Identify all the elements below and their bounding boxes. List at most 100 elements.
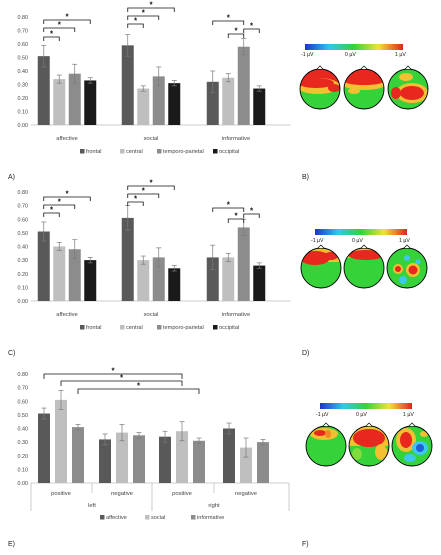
group-label-e: right	[208, 503, 220, 509]
y-tick-label-c: 0.70	[18, 204, 29, 210]
bar-e	[38, 413, 50, 483]
bar-e	[72, 427, 84, 483]
significance-star-e: *	[111, 367, 115, 376]
panel-label-e: E)	[8, 541, 15, 548]
significance-bracket-e	[43, 373, 183, 379]
bar-a	[53, 79, 66, 125]
category-label-e: positive	[172, 491, 192, 497]
bar-a	[37, 56, 50, 125]
bar-c	[237, 227, 250, 301]
significance-star-a: *	[50, 30, 54, 39]
scalp-map-d-1	[300, 244, 342, 289]
significance-star-c: *	[50, 206, 54, 215]
significance-bracket-e	[60, 380, 183, 386]
legend-label-a: occipital	[219, 149, 239, 155]
colorbar-f-max: 1 µV	[403, 412, 414, 418]
y-tick-label-e: 0.40	[18, 427, 29, 433]
topomap-panel-f: -1 µV 0 µV 1 µV	[305, 403, 433, 467]
legend-swatch-a	[213, 149, 218, 154]
bar-e	[133, 435, 145, 483]
legend-swatch-c	[157, 325, 162, 330]
chart-a: 0.00 0.10 0.20 0.30 0.40 0.50 0.60 0.70 0.80 affe…	[18, 1, 291, 155]
colorbar-b-mid: 0 µV	[345, 52, 356, 58]
significance-star-c: *	[142, 187, 146, 196]
y-tick-label-a: 0.10	[18, 110, 29, 116]
significance-star-e: *	[137, 382, 141, 391]
scalp-map-b-1	[299, 65, 341, 110]
legend-swatch-e	[100, 515, 105, 520]
significance-star-c: *	[149, 179, 153, 188]
panel-label-d: D)	[302, 350, 309, 357]
y-tick-label-c: 0.40	[18, 245, 29, 251]
y-tick-label-a: 0.50	[18, 56, 29, 62]
colorbar-d	[315, 229, 407, 235]
significance-bracket-e	[77, 388, 200, 394]
bar-e	[159, 436, 171, 483]
y-tick-label-a: 0.30	[18, 83, 29, 89]
significance-star-c: *	[234, 212, 238, 221]
bar-a	[237, 46, 250, 126]
significance-bracket-c	[212, 207, 245, 212]
significance-bracket-c	[127, 193, 160, 198]
scalp-map-b-3	[387, 65, 429, 110]
bar-c	[84, 260, 97, 301]
bar-c	[68, 249, 81, 301]
y-tick-label-c: 0.20	[18, 272, 29, 278]
significance-bracket-c	[43, 212, 60, 217]
bar-c	[253, 265, 266, 301]
bar-c	[53, 246, 66, 301]
significance-star-c: *	[250, 207, 254, 216]
significance-bracket-a	[243, 28, 260, 33]
panel-label-a: A)	[8, 174, 15, 181]
significance-bracket-a	[43, 36, 60, 41]
bar-e	[55, 399, 67, 483]
category-label-c: social	[144, 312, 159, 318]
significance-bracket-c	[227, 218, 245, 223]
significance-star-e: *	[120, 374, 124, 383]
significance-star-a: *	[227, 14, 231, 23]
bar-c	[222, 257, 235, 301]
legend-label-c: occipital	[219, 325, 239, 331]
category-label-a: social	[144, 136, 159, 142]
y-tick-label-e: 0.50	[18, 413, 29, 419]
y-tick-label-e: 0.10	[18, 467, 29, 473]
y-tick-label-c: 0.30	[18, 258, 29, 264]
bar-a	[121, 45, 134, 125]
panel-label-b: B)	[302, 174, 309, 181]
y-tick-label-c: 0.80	[18, 190, 29, 196]
y-tick-label-a: 0.40	[18, 69, 29, 75]
bar-e	[240, 447, 252, 483]
topomap-panel-d: -1 µV 0 µV 1 µV	[300, 229, 428, 289]
legend-label-a: central	[126, 149, 143, 155]
y-tick-label-e: 0.60	[18, 399, 29, 405]
y-tick-label-c: 0.60	[18, 217, 29, 223]
legend-label-c: frontal	[86, 325, 102, 331]
bar-a	[222, 77, 235, 125]
significance-star-c: *	[227, 201, 231, 210]
scalp-map-f-1	[305, 422, 347, 467]
chart-e: 0.00 0.10 0.20 0.30 0.40 0.50 0.60 0.70 0.80 posi…	[18, 367, 290, 521]
significance-bracket-c	[43, 204, 76, 209]
panel-label-f: F)	[302, 541, 309, 548]
group-label-e: left	[88, 503, 96, 509]
scalp-map-f-3	[391, 422, 433, 467]
bar-e	[176, 431, 188, 483]
significance-bracket-a	[127, 15, 160, 20]
scalp-map-d-2	[343, 244, 385, 289]
category-label-a: affective	[56, 136, 77, 142]
bar-e	[193, 440, 205, 483]
y-tick-label-e: 0.20	[18, 454, 29, 460]
bar-e	[223, 428, 235, 483]
y-tick-label-e: 0.80	[18, 372, 29, 378]
bar-c	[121, 217, 134, 301]
y-tick-label-e: 0.30	[18, 440, 29, 446]
colorbar-f	[320, 403, 412, 409]
y-tick-label-e: 0.70	[18, 386, 29, 392]
legend-swatch-c	[80, 325, 85, 330]
y-tick-label-a: 0.20	[18, 96, 29, 102]
legend-swatch-a	[157, 149, 162, 154]
y-tick-label-a: 0.80	[18, 15, 29, 21]
significance-bracket-a	[212, 20, 245, 25]
significance-bracket-c	[243, 213, 260, 218]
